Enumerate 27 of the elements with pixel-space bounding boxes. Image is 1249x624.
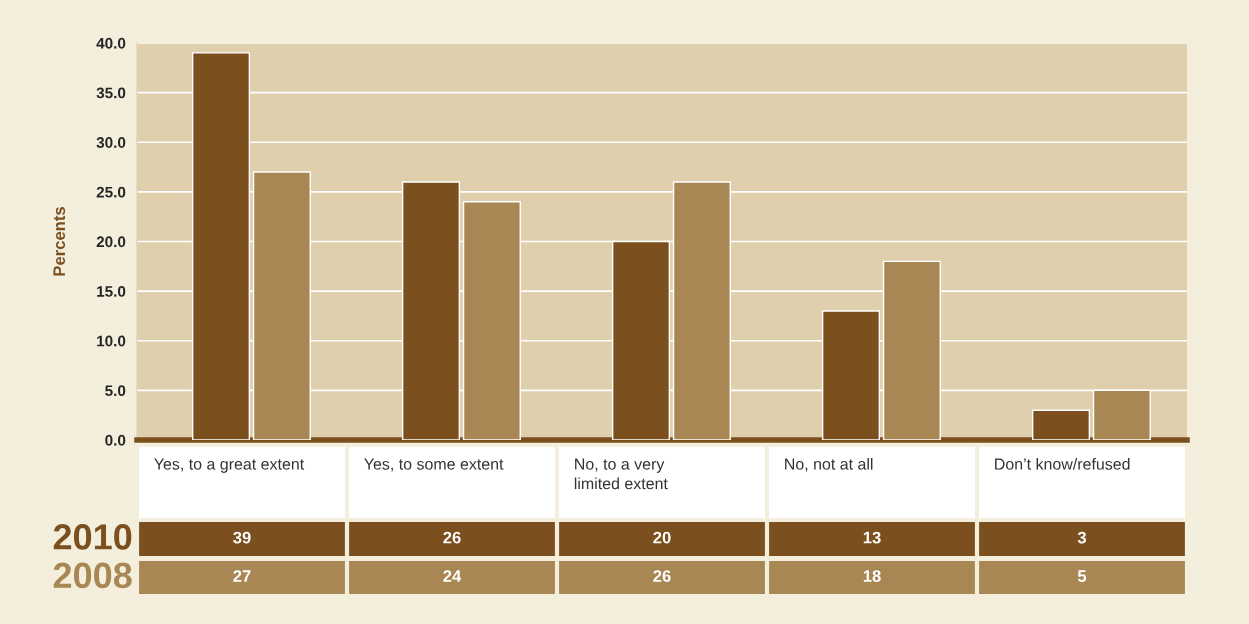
x-tick-label: No, not at all bbox=[785, 458, 873, 472]
data-label: 26 bbox=[653, 570, 671, 582]
data-label: 18 bbox=[863, 570, 881, 582]
y-tick-label: 15.0 bbox=[97, 285, 126, 297]
data-label: 27 bbox=[233, 570, 251, 582]
y-tick-label: 30.0 bbox=[96, 137, 126, 148]
y-tick-label: 5.0 bbox=[105, 385, 126, 397]
text: 2010 bbox=[53, 524, 132, 550]
x-tick-label: Don’t know/refused bbox=[995, 458, 1130, 470]
text: 2008 bbox=[53, 562, 132, 589]
y-axis-title: Percents bbox=[53, 206, 66, 276]
y-tick-label: 0.0 bbox=[105, 434, 126, 446]
y-tick-label: 20.0 bbox=[96, 236, 126, 248]
x-tick-label: Yes, to a great extent bbox=[154, 458, 305, 473]
data-label: 39 bbox=[233, 531, 251, 544]
data-label: 24 bbox=[443, 570, 462, 582]
data-label: 20 bbox=[653, 531, 671, 544]
data-label: 5 bbox=[1077, 570, 1087, 582]
y-tick-label: 40.0 bbox=[96, 37, 126, 49]
x-tick-label: Yes, to some extent bbox=[364, 458, 504, 472]
data-label: 13 bbox=[863, 531, 881, 544]
y-tick-label: 25.0 bbox=[96, 186, 126, 198]
x-tick-label: No, to a very limited extent bbox=[574, 458, 668, 490]
data-label: 3 bbox=[1077, 531, 1087, 544]
y-tick-label: 10.0 bbox=[97, 335, 126, 347]
y-tick-label: 35.0 bbox=[96, 87, 126, 99]
data-label: 26 bbox=[443, 531, 461, 544]
